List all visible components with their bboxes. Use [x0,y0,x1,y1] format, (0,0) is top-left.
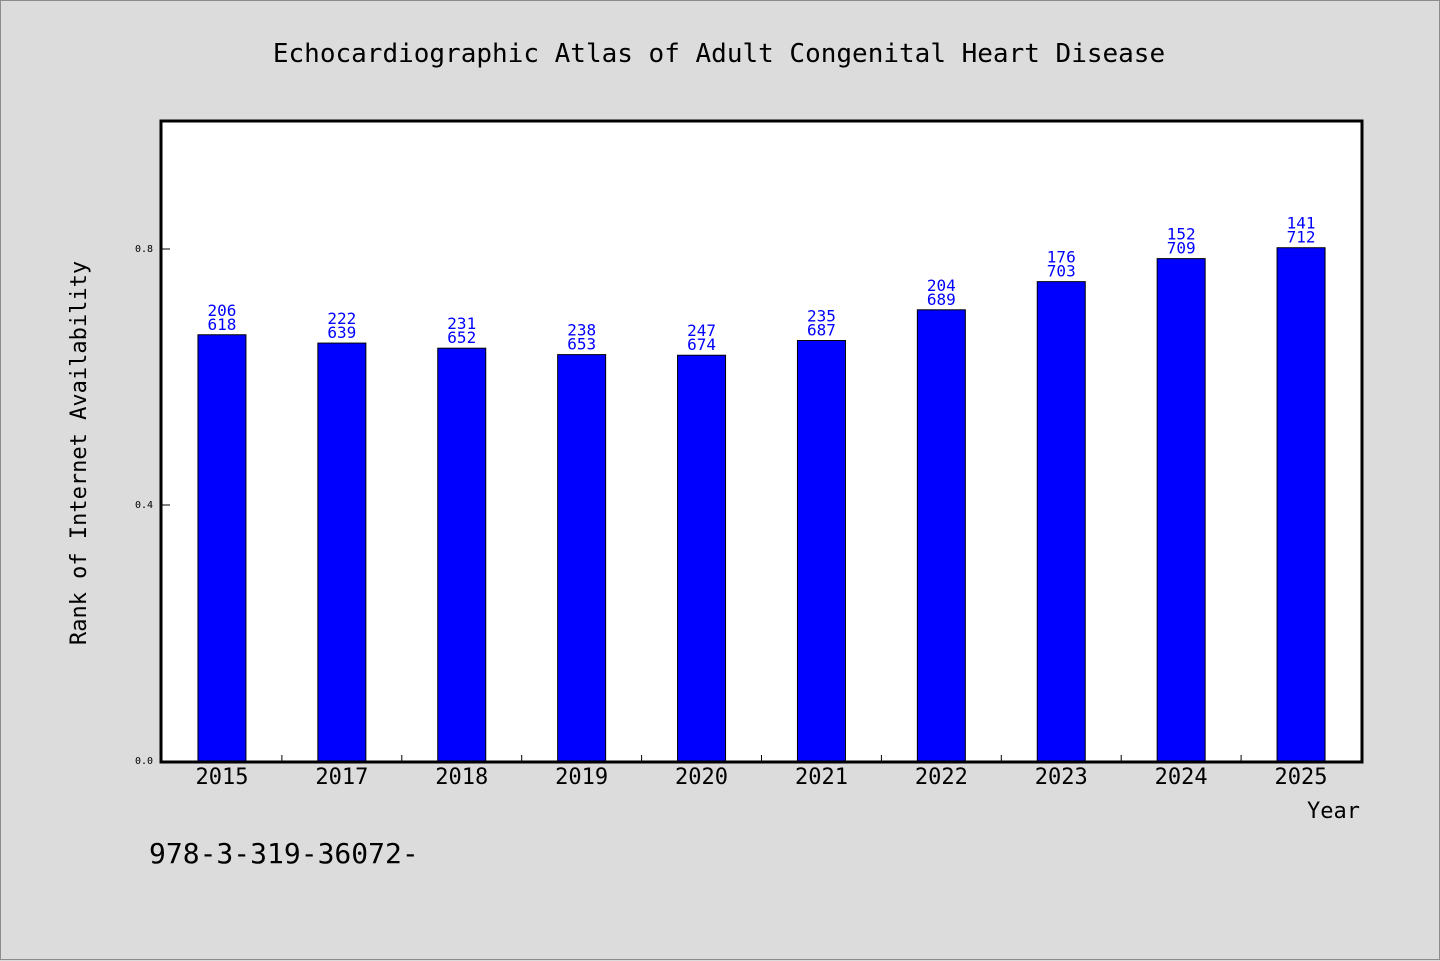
y-axis-label: Rank of Internet Availability [67,261,92,645]
data-label-top: 141 [1287,214,1316,233]
bar-2022 [916,309,966,762]
y-tick-label: 0.4 [135,500,153,511]
data-label-top: 231 [447,314,476,333]
x-tick-label: 2023 [1035,765,1088,790]
bar-2020 [677,354,727,762]
data-label-bottom: 674 [687,335,716,354]
x-axis: 2015 2017 2018 2019 2020 2021 2022 2023 2024 2025 [195,755,1328,790]
data-label-top: 176 [1047,248,1076,267]
data-label-top: 206 [207,301,236,320]
x-tick-label: 2020 [675,765,728,790]
data-label-bottom: 689 [927,290,956,309]
data-label-bottom: 652 [447,328,476,347]
chart-title: Echocardiographic Atlas of Adult Congeni… [273,39,1165,69]
bar-2018 [437,347,487,762]
bar-2025 [1276,247,1326,762]
isbn-footer: 978-3-319-36072- [149,837,419,870]
data-label-top: 238 [567,321,596,340]
data-label-top: 235 [807,307,836,326]
data-label-top: 204 [927,276,956,295]
x-axis-label: Year [1307,799,1360,824]
x-tick-label: 2015 [195,765,248,790]
data-label-bottom: 703 [1047,262,1076,281]
data-label-bottom: 639 [327,323,356,342]
data-label-bottom: 653 [567,335,596,354]
data-label-bottom: 687 [807,321,836,340]
y-axis: 0.0 0.4 0.8 [135,244,170,767]
bar-2023 [1036,281,1086,762]
y-tick-label: 0.8 [135,244,153,255]
data-label-top: 247 [687,321,716,340]
bar-2021 [796,340,846,762]
y-tick-label: 0.0 [135,756,153,767]
x-tick-label: 2024 [1155,765,1208,790]
data-label-bottom: 709 [1167,239,1196,258]
data-label-top: 222 [327,309,356,328]
x-tick-label: 2019 [555,765,608,790]
x-tick-label: 2018 [435,765,488,790]
data-label-bottom: 712 [1287,228,1316,247]
bar-2015 [197,334,247,762]
x-tick-label: 2017 [315,765,368,790]
x-tick-label: 2021 [795,765,848,790]
data-label-top: 152 [1167,225,1196,244]
bar-2017 [317,342,367,762]
bar-series [197,247,1326,762]
bar-2024 [1156,258,1206,762]
x-tick-label: 2025 [1275,765,1328,790]
x-tick-label: 2022 [915,765,968,790]
bar-2019 [557,354,607,762]
data-label-bottom: 618 [207,315,236,334]
